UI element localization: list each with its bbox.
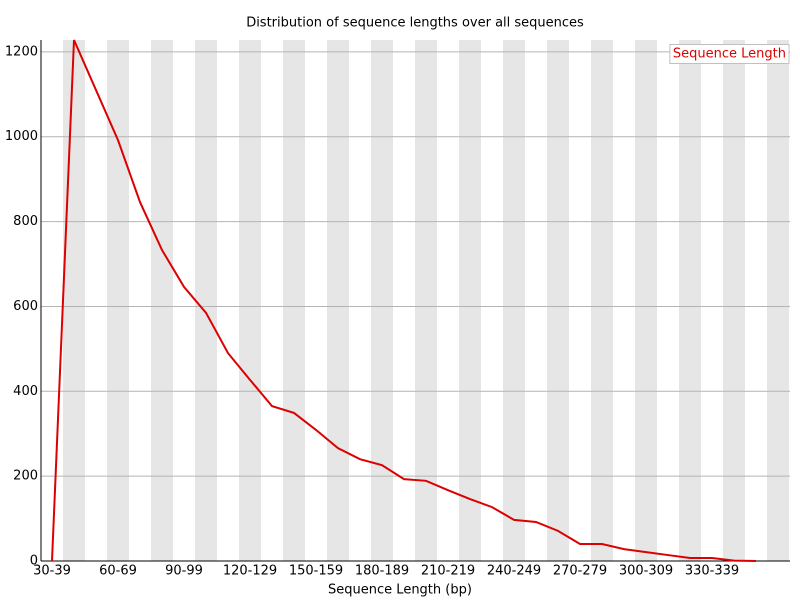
data-line	[51, 39, 757, 562]
x-tick-label: 210-219	[421, 564, 475, 579]
x-axis-label: Sequence Length (bp)	[328, 583, 472, 598]
x-tick-label: 150-159	[289, 564, 343, 579]
y-tick-label: 1200	[5, 44, 38, 59]
x-tick-label: 60-69	[99, 564, 137, 579]
band-stripe	[679, 40, 701, 561]
band-stripe	[547, 40, 569, 561]
y-tick-label: 0	[30, 554, 38, 569]
band-stripe	[239, 40, 261, 561]
y-tick-label: 800	[13, 214, 38, 229]
band-stripe	[767, 40, 789, 561]
band-stripe	[151, 40, 173, 561]
x-tick-label: 330-339	[685, 564, 739, 579]
band-stripe	[635, 40, 657, 561]
band-stripe	[107, 40, 129, 561]
legend-box	[669, 44, 790, 64]
x-tick-label: 90-99	[165, 564, 203, 579]
band-stripe	[459, 40, 481, 561]
x-tick-label: 30-39	[33, 564, 71, 579]
x-tick-label: 240-249	[487, 564, 541, 579]
legend-label: Sequence Length	[673, 47, 786, 62]
band-stripe	[63, 40, 85, 561]
x-tick-label: 300-309	[619, 564, 673, 579]
band-stripe	[503, 40, 525, 561]
y-tick-label: 600	[13, 299, 38, 314]
band-stripe	[723, 40, 745, 561]
x-tick-label: 120-129	[223, 564, 277, 579]
legend: Sequence Length	[669, 44, 790, 64]
band-stripe	[327, 40, 349, 561]
x-tick-label: 180-189	[355, 564, 409, 579]
chart-title: Distribution of sequence lengths over al…	[246, 16, 584, 31]
x-tick-label: 270-279	[553, 564, 607, 579]
y-tick-label: 400	[13, 384, 38, 399]
band-stripe	[591, 40, 613, 561]
band-stripe	[415, 40, 437, 561]
y-tick-label: 1000	[5, 129, 38, 144]
band-stripe	[283, 40, 305, 561]
band-stripe	[195, 40, 217, 561]
band-stripe	[371, 40, 393, 561]
y-tick-label: 200	[13, 469, 38, 484]
